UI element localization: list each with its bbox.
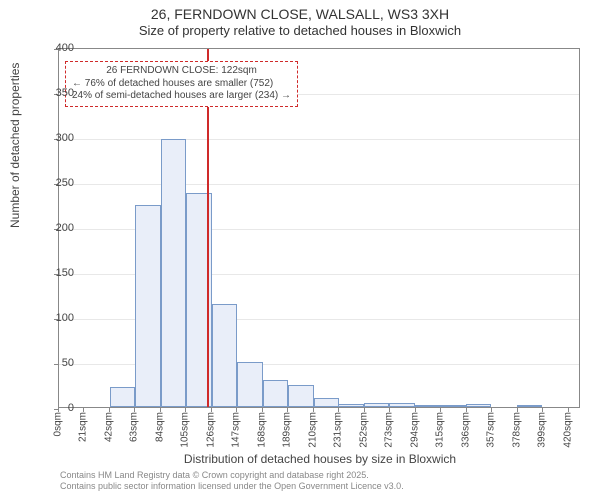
histogram-bar [466,404,491,407]
title-block: 26, FERNDOWN CLOSE, WALSALL, WS3 3XH Siz… [0,0,600,38]
x-tick-label: 252sqm [358,412,369,448]
histogram-bar [338,404,363,407]
x-axis-label: Distribution of detached houses by size … [20,452,600,466]
gridline [59,184,579,185]
x-tick-label: 399sqm [537,412,548,448]
x-tick-label: 336sqm [460,412,471,448]
histogram-bar [288,385,313,408]
histogram-bar [263,380,288,407]
histogram-bar [415,405,440,407]
x-tick-label: 357sqm [486,412,497,448]
x-tick-label: 420sqm [562,412,573,448]
histogram-bar [212,304,237,408]
y-tick-label: 0 [34,402,74,414]
annotation-box: 26 FERNDOWN CLOSE: 122sqm← 76% of detach… [65,61,298,107]
annotation-line: 26 FERNDOWN CLOSE: 122sqm [72,65,291,78]
footer-attribution: Contains HM Land Registry data © Crown c… [60,470,404,493]
histogram-bar [237,362,262,407]
chart-subtitle: Size of property relative to detached ho… [0,23,600,38]
y-tick-label: 300 [34,132,74,144]
y-tick-label: 250 [34,177,74,189]
y-tick-label: 350 [34,87,74,99]
histogram-bar [135,205,160,408]
y-axis-label: Number of detached properties [8,63,22,228]
y-tick-label: 200 [34,222,74,234]
x-tick-label: 21sqm [78,412,89,442]
footer-line-1: Contains HM Land Registry data © Crown c… [60,470,404,481]
x-tick-label: 147sqm [231,412,242,448]
x-tick-label: 105sqm [180,412,191,448]
x-tick-label: 210sqm [307,412,318,448]
x-tick-label: 84sqm [154,412,165,442]
chart-container: 26, FERNDOWN CLOSE, WALSALL, WS3 3XH Siz… [0,0,600,500]
y-tick-label: 400 [34,42,74,54]
x-tick-label: 63sqm [129,412,140,442]
x-tick-label: 273sqm [384,412,395,448]
histogram-bar [389,403,414,408]
x-tick-label: 294sqm [409,412,420,448]
x-tick-label: 315sqm [435,412,446,448]
gridline [59,139,579,140]
x-tick-label: 189sqm [282,412,293,448]
x-tick-label: 42sqm [103,412,114,442]
histogram-bar [161,139,186,407]
histogram-bar [440,405,465,407]
histogram-bar [364,403,389,408]
histogram-bar [110,387,135,407]
footer-line-2: Contains public sector information licen… [60,481,404,492]
histogram-bar [314,398,339,407]
annotation-line: ← 76% of detached houses are smaller (75… [72,78,291,91]
plot-region: 26 FERNDOWN CLOSE: 122sqm← 76% of detach… [58,48,580,408]
y-tick-label: 100 [34,312,74,324]
y-tick-label: 150 [34,267,74,279]
y-tick-label: 50 [34,357,74,369]
chart-title: 26, FERNDOWN CLOSE, WALSALL, WS3 3XH [0,6,600,22]
x-tick-label: 378sqm [511,412,522,448]
x-tick-label: 168sqm [256,412,267,448]
annotation-line: 24% of semi-detached houses are larger (… [72,90,291,103]
x-tick-label: 0sqm [53,412,64,436]
histogram-bar [517,405,542,407]
chart-area: 26 FERNDOWN CLOSE: 122sqm← 76% of detach… [58,48,580,408]
x-tick-label: 231sqm [333,412,344,448]
x-tick-label: 126sqm [205,412,216,448]
